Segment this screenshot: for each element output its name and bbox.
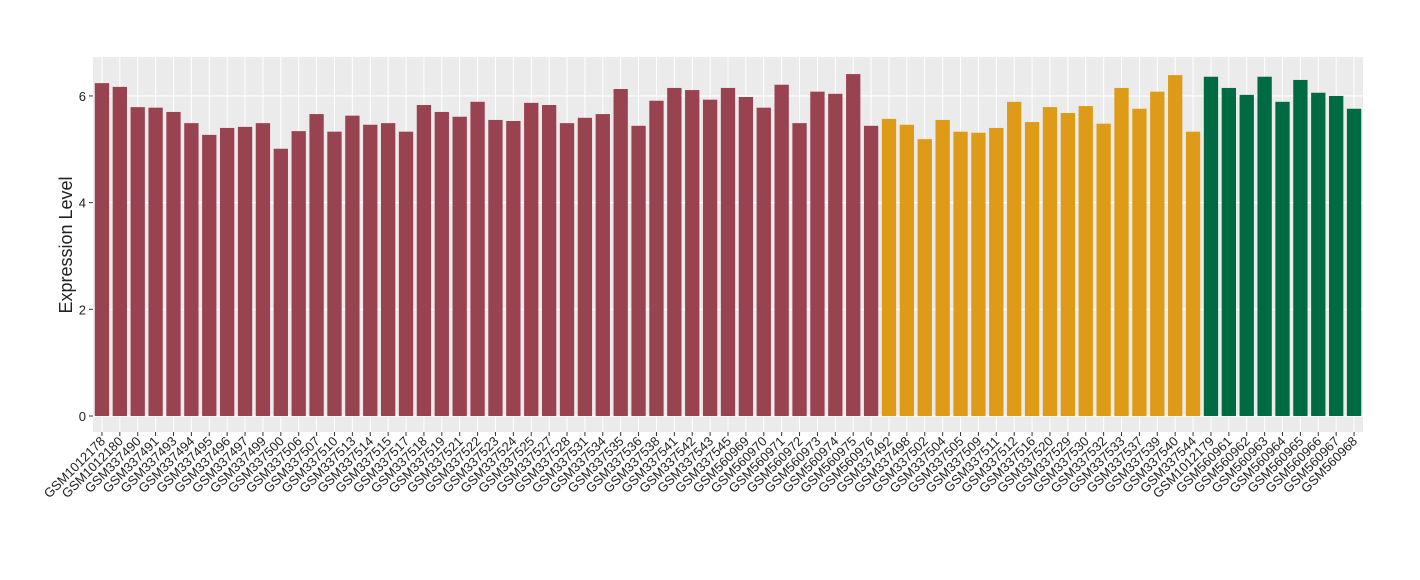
- bar: [720, 87, 736, 416]
- bar: [1150, 91, 1165, 416]
- bar: [1007, 101, 1022, 416]
- bar: [184, 123, 199, 416]
- bar: [1132, 108, 1147, 416]
- bar: [595, 114, 610, 416]
- bar: [1239, 94, 1254, 416]
- bar: [148, 107, 163, 416]
- y-tick-label: 0: [79, 409, 86, 424]
- bar: [1257, 76, 1272, 416]
- bar: [989, 127, 1004, 416]
- bar: [756, 107, 771, 416]
- bar: [613, 89, 628, 416]
- bar: [1078, 106, 1093, 416]
- bar: [935, 119, 950, 416]
- bar: [327, 131, 342, 416]
- bar: [1275, 101, 1290, 416]
- bar: [899, 124, 915, 416]
- bar: [1329, 95, 1344, 416]
- bar: [792, 123, 807, 416]
- y-tick-label: 6: [79, 89, 86, 104]
- bar: [130, 107, 145, 416]
- bar: [1060, 113, 1076, 416]
- bar: [1042, 107, 1058, 416]
- bar: [541, 105, 557, 416]
- bar: [863, 125, 879, 416]
- bar: [631, 125, 646, 416]
- bar: [291, 131, 306, 416]
- bar: [220, 127, 235, 416]
- bar: [667, 87, 682, 416]
- bar: [1311, 92, 1326, 416]
- y-axis-label: Expression Level: [56, 176, 76, 313]
- bar: [1024, 122, 1040, 416]
- bar: [649, 100, 664, 416]
- bar: [416, 105, 432, 416]
- bar: [971, 132, 986, 416]
- bar: [398, 131, 414, 416]
- bar: [685, 90, 700, 416]
- bar: [470, 101, 485, 416]
- bar: [1293, 79, 1308, 416]
- bar: [702, 99, 718, 416]
- bar: [828, 93, 843, 416]
- bar: [559, 123, 575, 416]
- bar: [434, 111, 449, 416]
- bar: [309, 114, 324, 416]
- bar: [202, 134, 217, 416]
- bar: [1221, 87, 1236, 416]
- bar: [363, 124, 378, 416]
- bar: [452, 116, 467, 416]
- bar: [846, 74, 861, 416]
- bar: [881, 118, 897, 416]
- bar: [488, 119, 503, 416]
- bar: [1346, 108, 1362, 416]
- bar: [166, 111, 181, 416]
- bar: [953, 131, 968, 416]
- bar: [577, 117, 593, 416]
- bar: [1114, 87, 1129, 416]
- bar: [738, 97, 754, 416]
- bar: [380, 123, 396, 416]
- bar: [524, 102, 539, 416]
- bar: [94, 83, 110, 416]
- bar: [506, 121, 521, 416]
- bar: [774, 84, 789, 416]
- bar: [112, 86, 127, 416]
- bar: [255, 123, 271, 416]
- bar: [810, 91, 825, 416]
- bar: [1096, 123, 1111, 416]
- y-tick-label: 4: [79, 196, 86, 211]
- bar: [345, 115, 360, 416]
- bar: [237, 126, 253, 416]
- bar: [273, 148, 288, 416]
- bar: [1185, 131, 1201, 416]
- bar: [1203, 76, 1219, 416]
- bar: [917, 139, 932, 416]
- y-tick-label: 2: [79, 302, 86, 317]
- bar: [1168, 75, 1183, 416]
